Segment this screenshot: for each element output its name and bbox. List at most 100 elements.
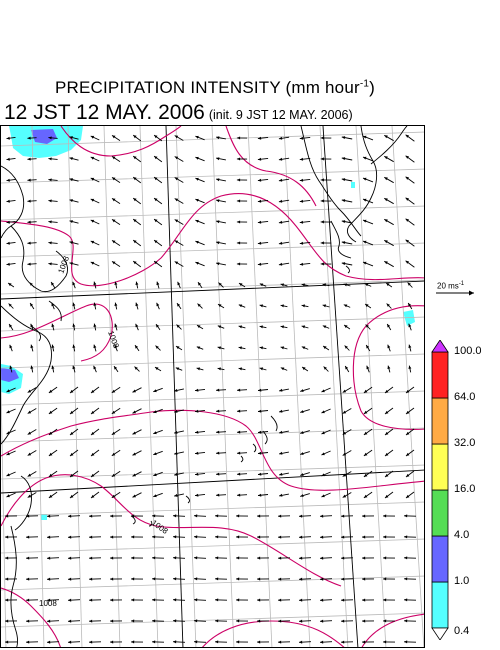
wind-vector <box>27 429 37 435</box>
wind-vector <box>384 176 394 184</box>
reference-vector-value: 20 <box>437 281 446 291</box>
wind-vector <box>48 157 58 161</box>
wind-vector <box>7 282 15 288</box>
wind-vector <box>405 386 415 394</box>
wind-vector <box>194 430 206 434</box>
wind-vector <box>236 157 248 161</box>
wind-vector <box>257 157 269 161</box>
wind-vector <box>174 388 184 392</box>
wind-vector <box>6 408 16 414</box>
wind-vector <box>216 199 226 203</box>
wind-vector <box>298 619 312 623</box>
isobar-4 <box>1 303 113 362</box>
wind-vector <box>48 491 58 499</box>
wind-vector <box>113 365 119 373</box>
wind-vector <box>29 302 35 310</box>
wind-vector <box>319 556 333 560</box>
wind-vector <box>153 492 163 498</box>
wind-vector <box>25 514 39 518</box>
wind-vector <box>197 303 203 309</box>
wind-vector <box>238 304 246 308</box>
wind-vector <box>88 640 102 644</box>
colorbar-label: 4.0 <box>454 529 470 541</box>
wind-vector <box>90 428 100 436</box>
wind-vector <box>215 472 227 476</box>
wind-vector <box>278 220 290 224</box>
wind-vector <box>256 556 270 560</box>
isobar-6 <box>1 409 424 491</box>
wind-vector <box>4 577 18 581</box>
wind-vector <box>156 281 160 289</box>
grid-meridian <box>103 126 121 647</box>
wind-vector <box>197 281 203 289</box>
isobar-8 <box>1 587 61 647</box>
wind-vector <box>298 640 312 644</box>
wind-vector <box>216 220 226 224</box>
title-close: ) <box>369 78 376 97</box>
coast-japan-mid <box>346 126 378 243</box>
wind-vector <box>344 345 350 351</box>
wind-vector <box>257 430 269 434</box>
wind-vector <box>72 323 76 331</box>
wind-vector <box>362 240 374 246</box>
wind-vector <box>132 176 142 184</box>
wind-vector <box>151 598 165 602</box>
wind-vector <box>111 219 121 225</box>
wind-vector <box>235 514 249 518</box>
wind-vector <box>90 449 100 457</box>
wind-vector <box>48 428 58 436</box>
wind-vector <box>90 470 100 478</box>
wind-vector <box>151 514 165 518</box>
wind-vector <box>4 640 18 644</box>
wind-vector <box>153 450 163 456</box>
wind-vector <box>238 367 246 371</box>
wind-vector <box>4 514 18 518</box>
wind-vector <box>403 577 417 581</box>
wind-vector <box>27 157 37 161</box>
wind-vector <box>361 640 375 644</box>
wind-vector <box>278 262 290 266</box>
wind-vector <box>214 598 228 602</box>
wind-vector <box>256 619 270 623</box>
wind-vector <box>27 387 37 393</box>
wind-vector <box>364 283 372 287</box>
wind-vector <box>277 535 291 539</box>
wind-vector <box>216 241 226 245</box>
wind-vector <box>195 240 205 246</box>
projection-lines <box>1 126 424 647</box>
wind-vector <box>154 366 162 372</box>
wind-vector <box>177 281 181 289</box>
wind-vector <box>134 344 140 352</box>
precip-patch-west-core <box>1 368 19 382</box>
wind-vector <box>174 198 184 204</box>
coast-kyushu <box>330 220 352 259</box>
wind-vector <box>363 470 373 478</box>
wind-vector <box>382 640 396 644</box>
wind-vector <box>67 619 81 623</box>
title-exponent: -1 <box>359 78 370 90</box>
wind-vector <box>48 386 58 394</box>
wind-vector <box>48 449 58 457</box>
wind-vector <box>90 177 100 183</box>
wind-vector <box>48 241 58 245</box>
wind-vector <box>151 640 165 644</box>
wind-vector <box>322 304 330 308</box>
wind-vector <box>174 135 184 141</box>
wind-vector <box>69 199 79 203</box>
wind-vector <box>382 619 396 623</box>
coast-japan-south <box>370 126 408 165</box>
wind-vector <box>407 282 413 288</box>
grid-parallel <box>1 427 424 443</box>
wind-vector <box>361 577 375 581</box>
wind-vector <box>299 157 311 161</box>
wind-vector <box>132 197 142 205</box>
wind-vector <box>6 157 16 161</box>
colorbar-label: 16.0 <box>454 483 476 495</box>
wind-vector <box>132 239 142 247</box>
grid-parallel <box>1 390 424 406</box>
wind-vector <box>153 260 163 268</box>
wind-vector <box>193 577 207 581</box>
wind-vector <box>343 304 351 308</box>
wind-vector <box>238 325 246 329</box>
wind-vector <box>174 472 184 476</box>
